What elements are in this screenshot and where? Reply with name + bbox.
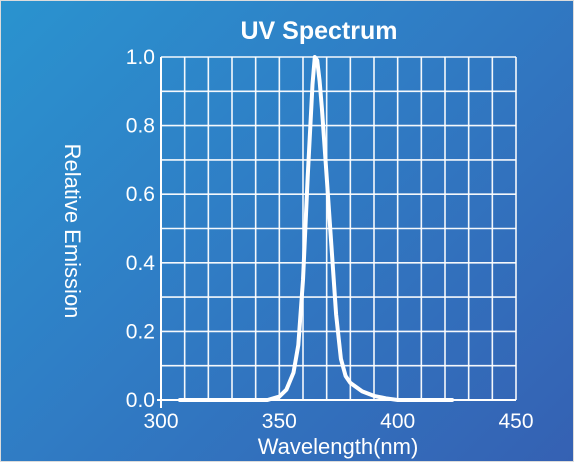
x-tick-label: 300 xyxy=(143,410,178,433)
y-axis-label: Relative Emission xyxy=(60,144,85,319)
tick-labels: 300 350 400 450 0.0 0.2 0.4 0.6 0.8 1.0 xyxy=(126,46,534,433)
series-layer xyxy=(177,55,455,402)
y-tick-label: 0.6 xyxy=(126,183,155,206)
x-tick-label: 450 xyxy=(498,410,533,433)
y-tick-label: 0.0 xyxy=(126,389,155,412)
x-axis-label: Wavelength(nm) xyxy=(258,434,419,459)
y-tick-label: 0.8 xyxy=(126,115,155,138)
y-tick-label: 1.0 xyxy=(126,46,155,69)
chart-title: UV Spectrum xyxy=(241,17,398,45)
y-tick-label: 0.4 xyxy=(126,252,156,275)
x-tick-label: 400 xyxy=(380,410,415,433)
axes xyxy=(157,57,516,408)
y-tick-label: 0.2 xyxy=(126,320,155,343)
grid xyxy=(160,56,517,401)
series-line xyxy=(177,55,455,402)
x-tick-label: 350 xyxy=(262,410,297,433)
